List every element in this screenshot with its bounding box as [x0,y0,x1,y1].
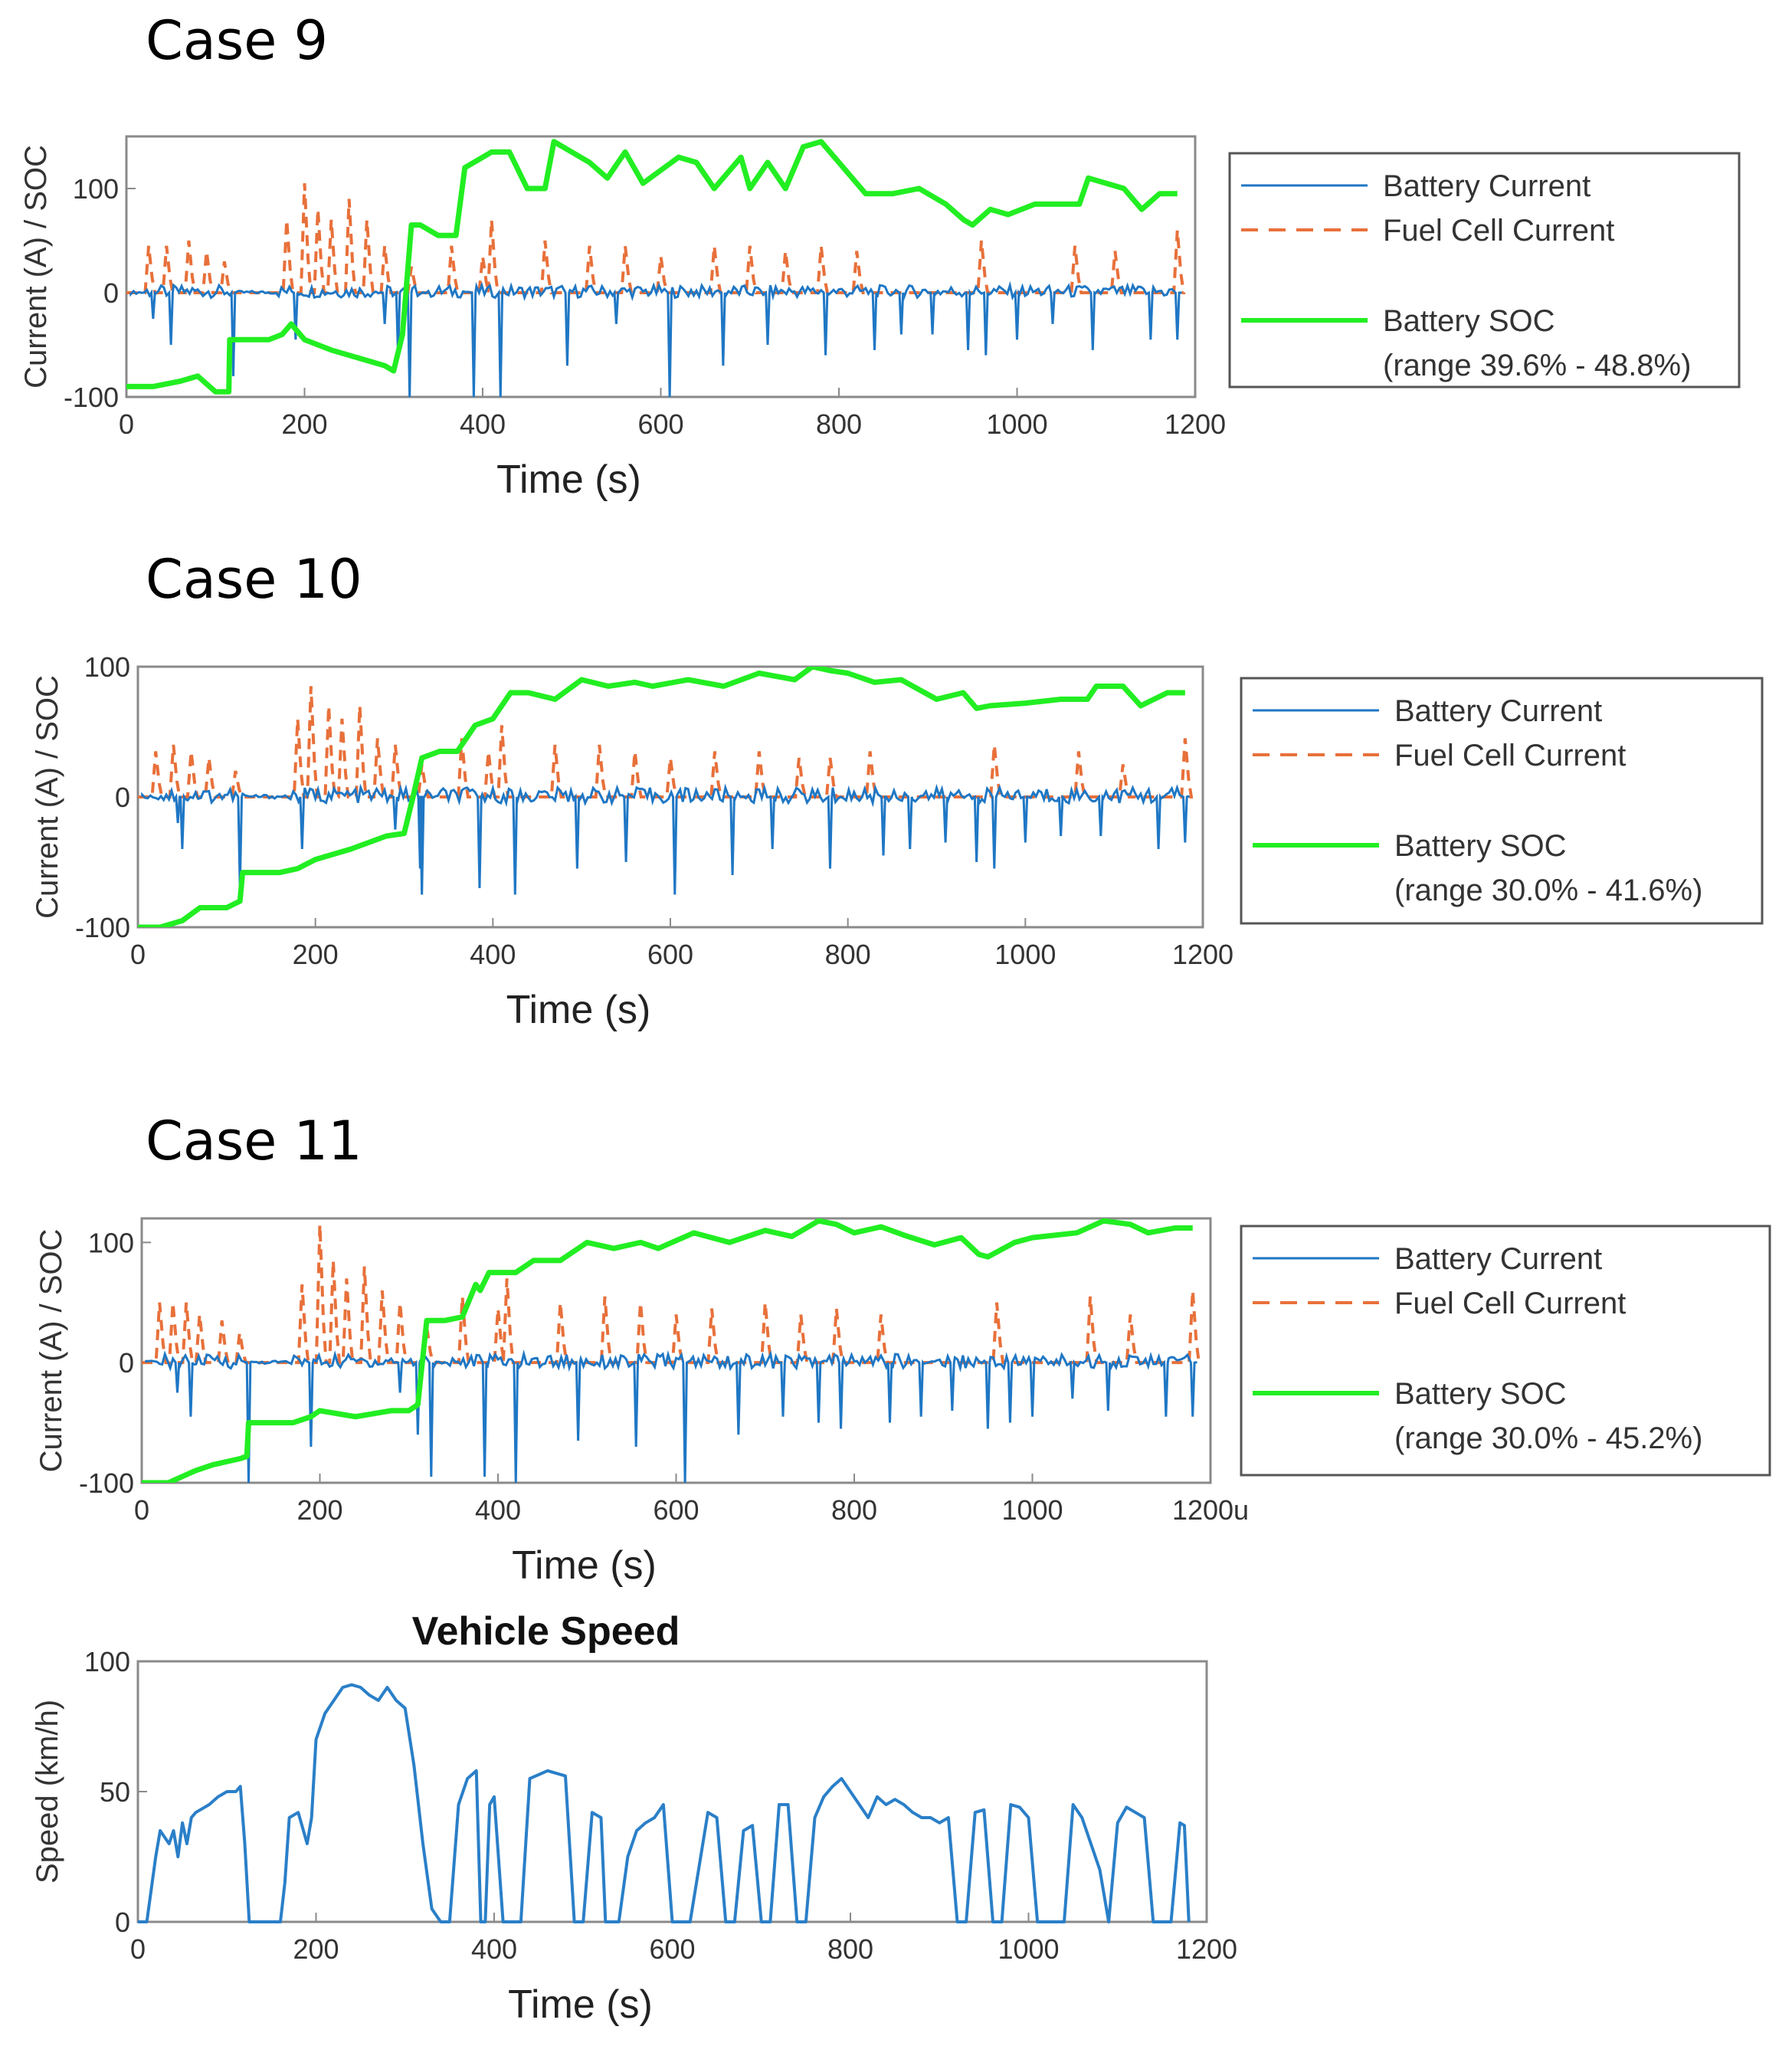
battery-soc-line [138,667,1185,927]
legend-box [1228,152,1741,389]
x-tick-label: 1200u [1172,1494,1249,1526]
legend-0: Battery Current Fuel Cell Current Battery … [1228,152,1741,389]
legend-box [1240,677,1764,925]
y-tick-label: 0 [103,277,119,309]
x-tick-label: 1000 [998,1933,1059,1965]
x-axis-label: Time (s) [512,1543,657,1588]
x-tick-label: 800 [831,1494,877,1526]
y-tick-label: 100 [73,173,119,205]
y-tick-label: 100 [88,1227,134,1258]
y-axis-label: Current (A) / SOC [31,675,64,919]
battery-current-line [145,1349,1197,1483]
y-tick-label: 0 [119,1347,134,1379]
x-tick-label: 200 [296,1494,342,1526]
x-tick-label: 0 [130,939,146,970]
x-tick-label: 0 [119,408,134,440]
x-tick-label: 400 [460,408,506,440]
x-tick-label: 600 [653,1494,699,1526]
y-tick-label: 50 [100,1776,130,1808]
x-tick-label: 200 [293,1933,339,1965]
case-10-title: Case 10 [146,548,362,611]
y-tick-label: 100 [84,651,130,683]
y-tick-label: -100 [75,912,130,943]
x-tick-label: 600 [647,939,693,970]
x-tick-label: 1200 [1165,408,1226,440]
x-tick-label: 600 [649,1933,695,1965]
legend-2: Battery Current Fuel Cell Current Battery … [1240,1225,1771,1477]
legend-battery-soc-label: Battery SOC [1394,829,1567,863]
case-11-title: Case 11 [146,1110,362,1172]
legend-1: Battery Current Fuel Cell Current Battery … [1240,677,1764,925]
legend-battery-soc-label: Battery SOC [1383,304,1555,338]
vehicle-speed-line [138,1683,1191,1923]
fuel-cell-current-line [126,183,1186,294]
y-tick-label: 0 [115,782,130,813]
y-tick-label: -100 [64,382,119,413]
x-axis-label: Time (s) [506,988,651,1032]
legend-box [1240,1225,1771,1477]
x-axis-label: Time (s) [508,1982,653,2027]
x-tick-label: 800 [825,939,871,970]
plot-area [140,1217,1212,1484]
x-tick-label: 400 [475,1494,521,1526]
x-tick-label: 0 [130,1933,146,1965]
y-tick-label: 0 [115,1907,130,1938]
x-tick-label: 800 [827,1933,873,1965]
x-tick-label: 600 [637,408,683,440]
x-tick-label: 800 [816,408,862,440]
x-axis-label: Time (s) [496,457,641,502]
y-axis-label: Speed (km/h) [31,1700,64,1884]
legend-soc-range: (range 30.0% - 41.6%) [1394,874,1702,907]
x-tick-label: 1000 [994,939,1056,970]
chart-panel-3: 0 200 400 600 800 1000 1200 100 50 0 Time (s) Speed… [31,1609,1237,2027]
x-tick-label: 400 [470,939,516,970]
x-tick-label: 1200 [1172,939,1233,970]
x-tick-label: 0 [134,1494,149,1526]
x-tick-label: 200 [281,408,327,440]
case-9-title: Case 9 [146,9,329,72]
vehicle-speed-title: Vehicle Speed [412,1609,680,1654]
legend-soc-range: (range 39.6% - 48.8%) [1383,349,1691,382]
legend-fuel-cell-current-label: Fuel Cell Current [1394,1287,1626,1320]
legend-battery-soc-label: Battery SOC [1394,1377,1567,1411]
x-tick-label: 1200 [1176,1933,1237,1965]
y-axis-label: Current (A) / SOC [19,145,53,389]
legend-fuel-cell-current-label: Fuel Cell Current [1394,739,1626,772]
x-tick-label: 1000 [1001,1494,1063,1526]
legend-fuel-cell-current-label: Fuel Cell Current [1383,214,1614,248]
x-tick-label: 200 [293,939,339,970]
x-tick-label: 1000 [986,408,1047,440]
y-axis-label: Current (A) / SOC [34,1229,68,1473]
plot-series [138,667,1194,927]
legend-battery-current-label: Battery Current [1383,169,1591,203]
plot-area [136,1660,1208,1923]
y-tick-label: 100 [84,1646,130,1677]
plot-series [126,139,1186,397]
legend-soc-range: (range 30.0% - 45.2%) [1394,1421,1702,1455]
y-tick-label: -100 [79,1467,134,1499]
x-tick-label: 400 [471,1933,517,1965]
plot-series [142,1218,1201,1483]
battery-current-line [129,280,1182,397]
battery-soc-line [142,1218,1193,1483]
legend-battery-current-label: Battery Current [1394,694,1602,728]
battery-current-line [141,783,1191,895]
battery-soc-line [126,139,1178,395]
fuel-cell-current-line [138,686,1194,798]
legend-battery-current-label: Battery Current [1394,1242,1602,1276]
plot-area [125,135,1197,398]
